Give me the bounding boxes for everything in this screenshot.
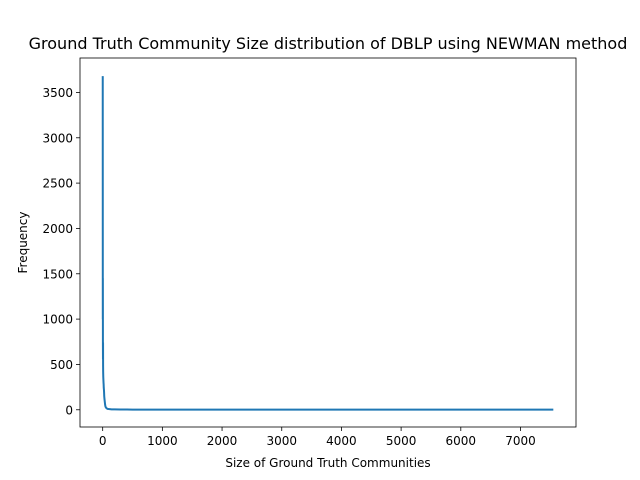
y-tick-label: 1500 (42, 267, 73, 281)
x-tick-label: 3000 (266, 434, 297, 448)
y-tick-label: 2000 (42, 222, 73, 236)
series-layer (101, 76, 554, 411)
series-line (101, 76, 554, 411)
chart-title: Ground Truth Community Size distribution… (29, 34, 628, 53)
x-tick-label: 6000 (446, 434, 477, 448)
x-tick-label: 4000 (326, 434, 357, 448)
y-tick-label: 1000 (42, 313, 73, 327)
x-tick-label: 2000 (207, 434, 238, 448)
x-tick-label: 1000 (147, 434, 178, 448)
x-tick-label: 7000 (505, 434, 536, 448)
y-axis: 0 500 1000 1500 2000 2500 3000 3500 (42, 86, 80, 417)
y-tick-label: 0 (65, 403, 73, 417)
x-tick-label: 5000 (386, 434, 417, 448)
y-axis-label: Frequency (16, 212, 30, 274)
plot-area (80, 58, 576, 427)
axes-frame (79, 57, 577, 428)
y-tick-label: 500 (50, 358, 73, 372)
x-axis: 0 1000 2000 3000 4000 5000 6000 7000 (99, 427, 536, 448)
x-axis-label: Size of Ground Truth Communities (225, 456, 430, 470)
x-tick-label: 0 (99, 434, 107, 448)
plot-background (80, 58, 576, 427)
y-tick-label: 3500 (42, 86, 73, 100)
y-tick-label: 3000 (42, 131, 73, 145)
y-tick-label: 2500 (42, 177, 73, 191)
